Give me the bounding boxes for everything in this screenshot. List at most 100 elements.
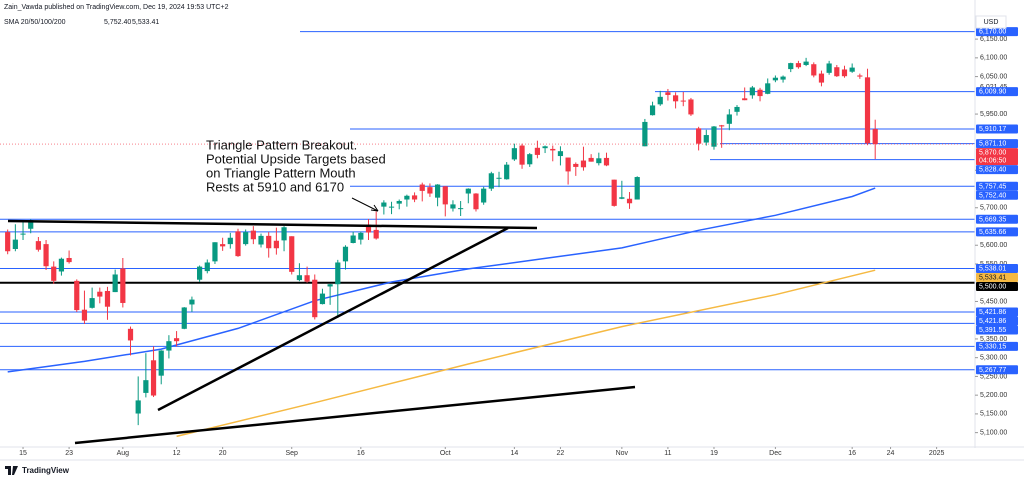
sma-line <box>7 187 876 373</box>
candle-body <box>573 163 579 167</box>
arrow <box>351 197 379 212</box>
candle-body <box>780 76 786 80</box>
y-tick-label: 5,150.00 <box>980 411 1007 418</box>
candle-body <box>373 229 379 239</box>
candle-body <box>557 151 564 157</box>
y-tick-label: 5,350.00 <box>980 336 1007 343</box>
sma-line <box>176 269 876 438</box>
candle-body <box>580 160 587 168</box>
candle-body <box>795 63 802 68</box>
candle-body <box>74 280 80 311</box>
candle-body <box>212 242 218 262</box>
candle-body <box>488 173 494 189</box>
price-tag <box>976 181 1018 191</box>
price-tag-label: 6,170.00 <box>979 29 1006 36</box>
x-tick-label: 16 <box>357 450 365 457</box>
price-tag-label: 5,421.86 <box>979 309 1006 316</box>
candle-body <box>266 235 272 249</box>
candle-body <box>419 184 425 191</box>
candle-body <box>158 350 164 376</box>
x-tick-label: Dec <box>769 450 782 457</box>
triangle-upper-line <box>7 219 538 230</box>
candle-body <box>112 274 118 293</box>
candle-body <box>220 244 226 247</box>
candle-body <box>273 240 279 249</box>
x-tick-label: 19 <box>710 450 718 457</box>
price-tag <box>976 316 1018 326</box>
candle-body <box>43 244 49 267</box>
x-tick-label: 11 <box>664 450 671 457</box>
annotation: Triangle Pattern Breakout. <box>206 137 357 152</box>
support-line <box>74 385 636 445</box>
candle-body <box>788 63 794 70</box>
price-tag-label: 5,533.41 <box>979 275 1006 282</box>
candle-body <box>296 275 303 281</box>
candle-body <box>680 100 686 102</box>
candle-body <box>511 148 517 160</box>
price-tag-label: 5,870.00 <box>979 150 1006 157</box>
y-tick-label: 6,100.00 <box>980 55 1007 62</box>
x-tick-label: 12 <box>173 450 181 457</box>
candle-body <box>327 284 333 287</box>
candle-body <box>811 64 817 76</box>
price-tag-label: 5,538.01 <box>979 266 1006 273</box>
price-tag <box>976 124 1018 134</box>
price-axis-labels: 6,150.006,100.006,050.005,950.005,800.00… <box>975 27 1018 436</box>
candle-body <box>243 232 249 245</box>
candle-body <box>765 83 771 94</box>
price-tag <box>976 263 1018 273</box>
candle-body <box>542 146 548 149</box>
candle-body <box>396 201 402 204</box>
candle-body <box>12 239 18 249</box>
x-tick-label: 2025 <box>929 450 945 457</box>
time-axis: 15 23 Aug 12 20 Sep 16 Oct 14 22 Nov 11 19 Dec 16 24 202… <box>19 447 945 457</box>
price-tag <box>976 87 1018 97</box>
y-tick-label: 5,450.00 <box>980 298 1007 305</box>
x-tick-label: Sep <box>285 450 298 457</box>
price-tag <box>976 148 1018 166</box>
price-tag <box>976 325 1018 335</box>
candle-body <box>5 232 11 252</box>
candle-body <box>434 184 441 198</box>
candle-body <box>672 95 679 102</box>
x-tick-label: Oct <box>440 450 451 457</box>
annotation: Rests at 5910 and 6170 <box>206 179 344 194</box>
currency: USD <box>984 19 999 26</box>
candle-body <box>450 204 456 209</box>
candle-body <box>442 186 448 205</box>
candle-body <box>381 202 387 207</box>
price-tag-label: 5,267.77 <box>979 367 1006 374</box>
candle-body <box>688 99 694 115</box>
candle-body <box>81 309 88 321</box>
candle-body <box>803 61 809 65</box>
price-tag-label: 5,910.17 <box>979 126 1006 133</box>
currency-box <box>975 15 1007 29</box>
candle-body <box>388 206 395 208</box>
candle-body <box>826 63 832 73</box>
indicator-value: 5,533.41 <box>132 19 159 26</box>
price-tag <box>976 214 1018 224</box>
price-tag-label: 5,871.10 <box>979 141 1006 148</box>
candle-body <box>527 154 533 165</box>
candle-body <box>89 298 95 308</box>
candle-body <box>235 231 241 257</box>
candle-body <box>473 193 479 210</box>
price-tag <box>976 272 1018 282</box>
x-tick-label: 14 <box>510 450 518 457</box>
candle-body <box>120 268 126 303</box>
candle-body <box>550 148 556 151</box>
candle-body <box>603 157 610 166</box>
price-tag <box>976 139 1018 149</box>
candle-body <box>411 195 418 200</box>
candle-body <box>719 125 725 127</box>
candle-body <box>696 128 702 144</box>
candle-body <box>166 341 172 351</box>
candle-body <box>504 164 510 180</box>
candle-body <box>20 233 26 235</box>
price-tag-label: 5,635.66 <box>979 229 1006 236</box>
candle-body <box>173 338 180 342</box>
candle-body <box>281 227 287 241</box>
candle-body <box>496 177 502 179</box>
candle-body <box>757 89 763 97</box>
